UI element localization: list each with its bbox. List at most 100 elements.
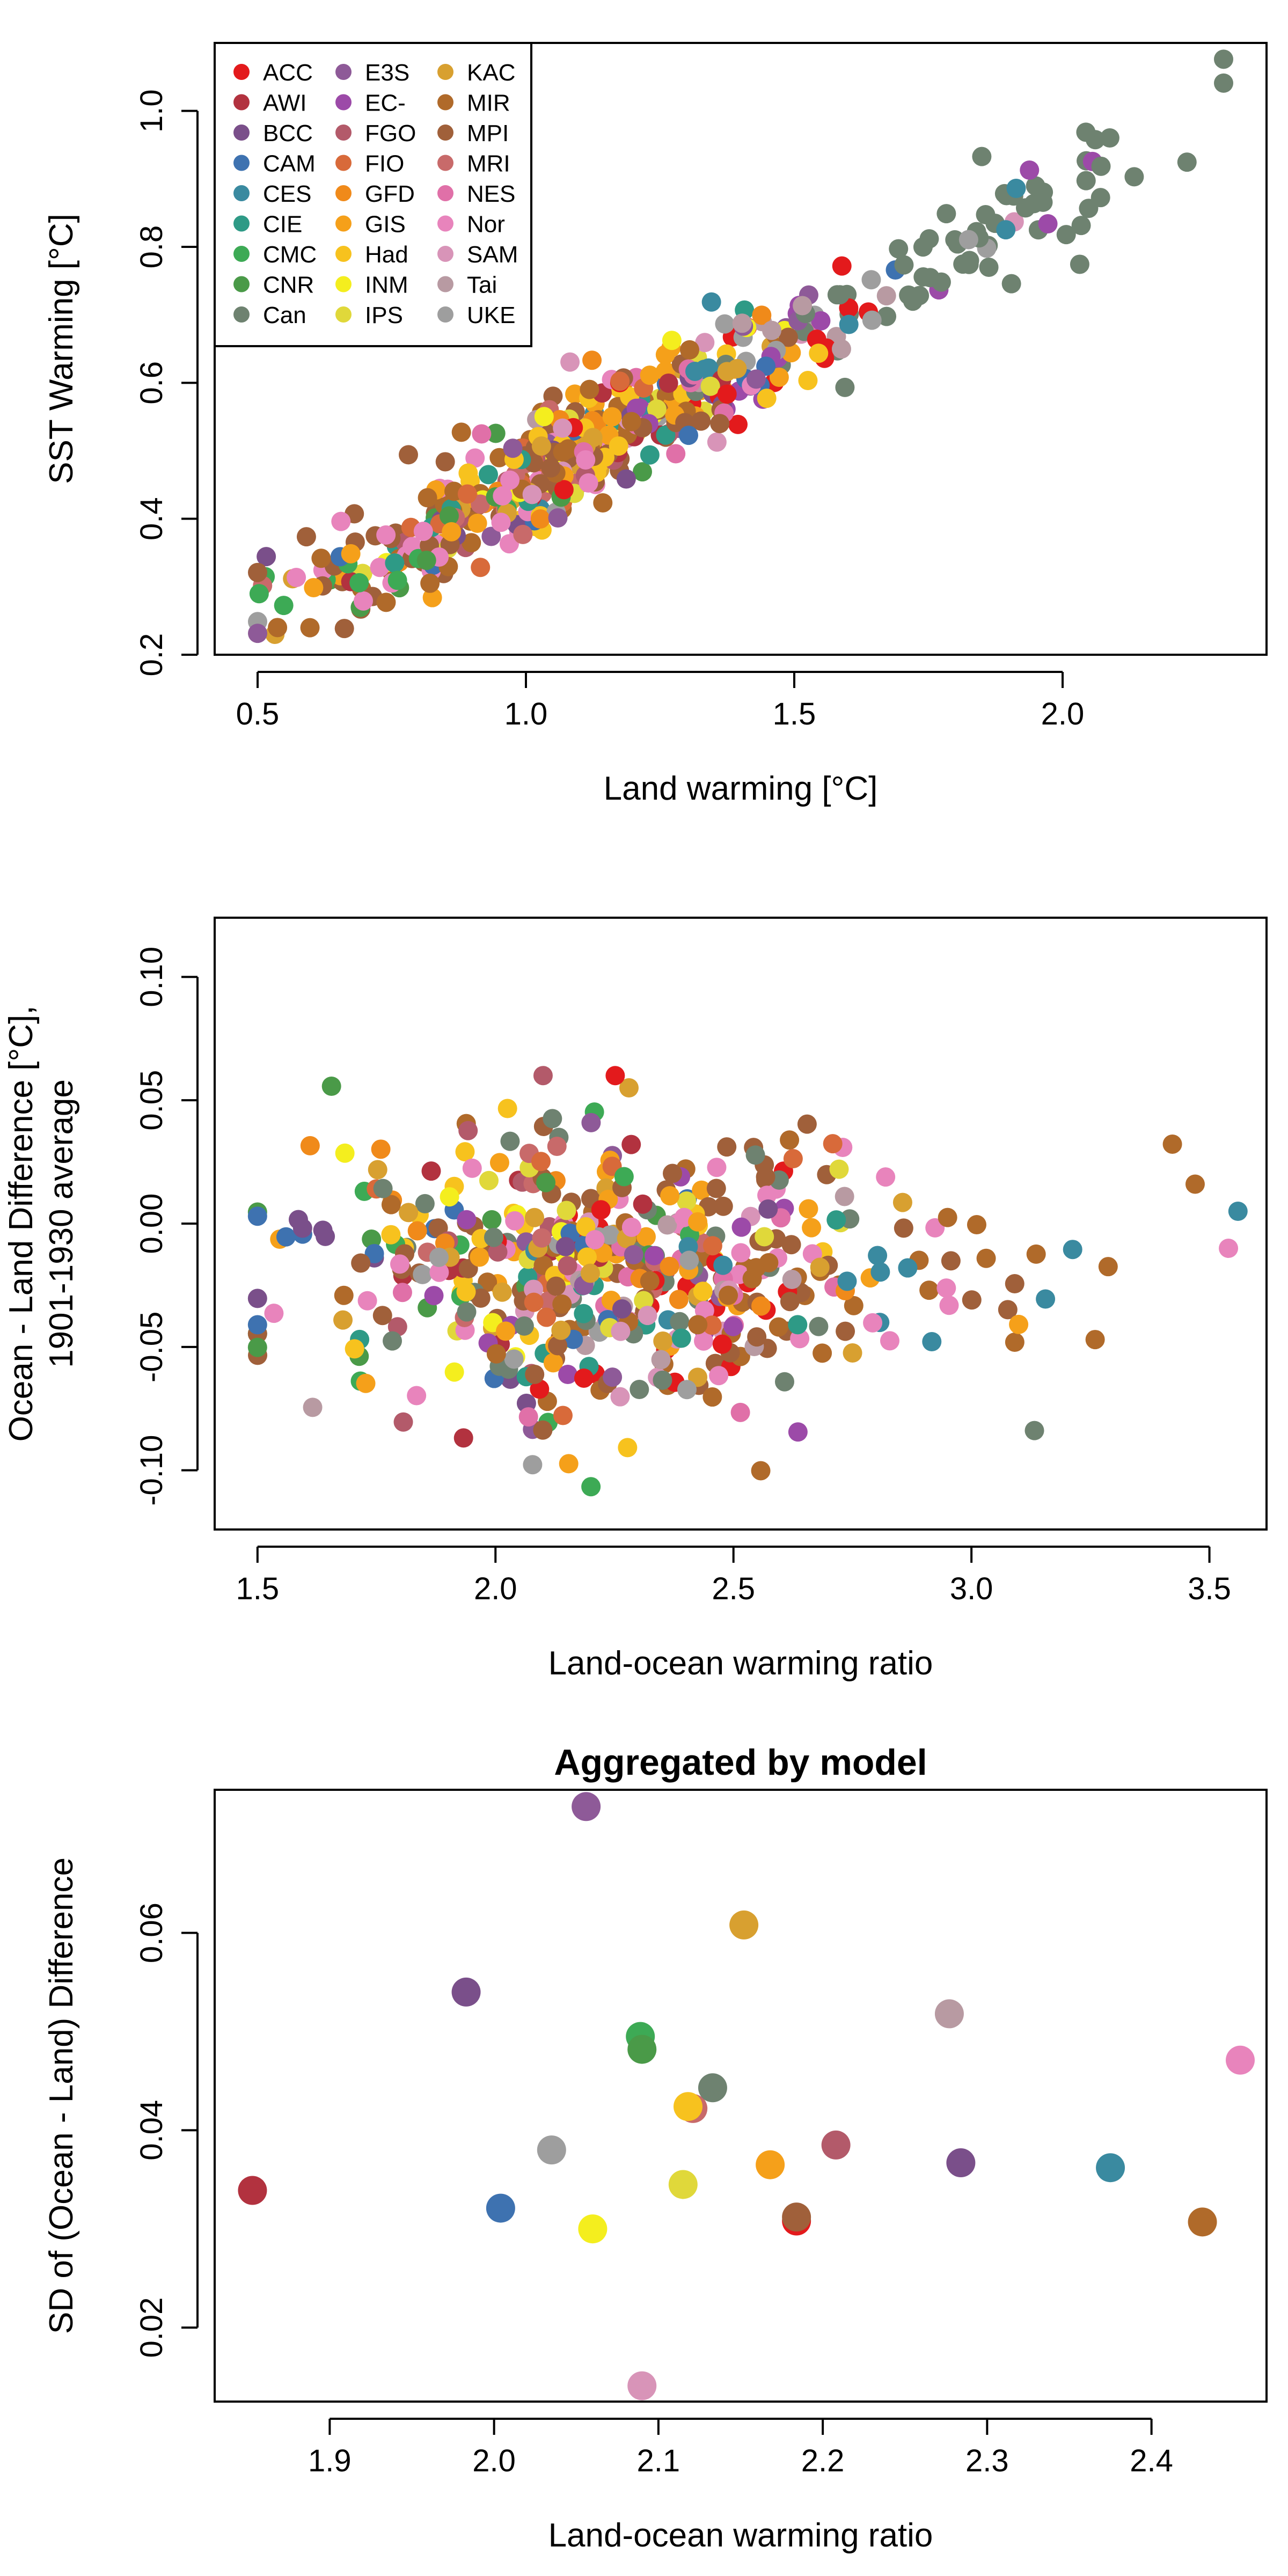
data-point [706, 1179, 726, 1198]
data-point [972, 147, 992, 166]
data-point [530, 509, 550, 529]
data-point [876, 286, 896, 306]
data-point [467, 514, 487, 533]
plot-frame [214, 42, 1268, 656]
data-point [751, 1461, 771, 1481]
data-point [1076, 122, 1096, 142]
data-point [488, 1242, 508, 1262]
data-point [1071, 216, 1091, 236]
model-point [627, 2371, 657, 2401]
legend-marker [437, 94, 453, 111]
data-point [524, 1292, 544, 1312]
data-point [611, 1321, 631, 1341]
y-tick-label: 0.6 [134, 361, 169, 405]
y-tick-label: 0.4 [134, 497, 169, 540]
data-point [424, 1286, 444, 1306]
data-point [831, 339, 851, 359]
data-point [523, 1455, 543, 1475]
data-point [557, 1201, 576, 1220]
data-point [543, 1353, 563, 1373]
panel-title: Aggregated by model [554, 1742, 927, 1783]
data-point [756, 1167, 775, 1187]
data-point [579, 473, 598, 493]
legend-label: EC- [365, 90, 406, 116]
model-point [537, 2135, 566, 2165]
data-point [688, 1212, 708, 1232]
data-point [558, 1256, 577, 1276]
data-point [1219, 1238, 1239, 1258]
legend-label: KAC [467, 60, 515, 86]
data-point [863, 1313, 883, 1333]
data-point [247, 1315, 267, 1335]
data-point [677, 1191, 697, 1211]
data-point [862, 310, 882, 330]
data-point [362, 1230, 382, 1249]
data-point [666, 444, 686, 464]
data-point [903, 291, 923, 311]
data-point [717, 362, 737, 382]
model-point [782, 2202, 811, 2232]
data-point [364, 1243, 384, 1263]
legend-marker [335, 215, 352, 232]
model-point [238, 2176, 267, 2205]
data-point [383, 1331, 402, 1351]
model-point [486, 2193, 515, 2223]
data-point [558, 1365, 578, 1385]
data-point [462, 533, 481, 553]
y-tick-label: 0.05 [134, 1070, 169, 1131]
data-point [603, 1367, 623, 1387]
data-point [376, 592, 396, 612]
y-axis-title: SD of (Ocean - Land) Difference [43, 1857, 80, 2334]
data-point [458, 463, 478, 483]
data-point [634, 1291, 654, 1311]
data-point [731, 1217, 751, 1237]
data-point [341, 544, 361, 564]
data-point [333, 1310, 353, 1330]
data-point [870, 1262, 890, 1282]
data-point [1091, 156, 1111, 176]
data-point [976, 205, 996, 225]
data-point [892, 1192, 912, 1212]
legend-label: FIO [365, 151, 404, 177]
data-point [889, 239, 909, 259]
data-point [876, 1167, 896, 1187]
data-point [415, 1194, 435, 1213]
legend-label: MIR [467, 90, 510, 116]
data-point [702, 1236, 722, 1256]
data-point [758, 1199, 778, 1219]
data-point [1076, 171, 1096, 191]
data-point [530, 1379, 550, 1399]
data-point [429, 1247, 449, 1267]
data-point [811, 311, 831, 331]
data-point [621, 1217, 641, 1237]
data-point [979, 258, 999, 277]
data-point [826, 1210, 846, 1230]
data-point [1026, 1244, 1046, 1264]
legend-label: IPS [365, 302, 403, 328]
data-point [662, 331, 682, 350]
data-point [534, 407, 554, 427]
data-point [621, 1135, 641, 1154]
data-point [541, 458, 561, 478]
data-point [493, 486, 513, 506]
data-point [525, 1365, 545, 1385]
data-point [499, 534, 519, 554]
data-point [783, 1149, 803, 1169]
data-point [778, 327, 798, 347]
y-tick-label: 0.2 [134, 633, 169, 677]
data-point [371, 1139, 391, 1159]
y-tick-label: 0.06 [134, 1902, 169, 1963]
data-point [1091, 188, 1110, 208]
data-point [868, 1246, 888, 1265]
data-point [581, 1113, 601, 1132]
data-point [372, 1306, 392, 1326]
legend-marker [437, 155, 453, 171]
data-point [471, 558, 491, 577]
model-point [451, 1977, 481, 2007]
data-point [712, 1334, 732, 1354]
model-point [1188, 2207, 1217, 2237]
data-point [1056, 225, 1076, 245]
data-point [844, 1296, 863, 1315]
data-point [249, 584, 269, 604]
data-point [636, 1227, 656, 1247]
